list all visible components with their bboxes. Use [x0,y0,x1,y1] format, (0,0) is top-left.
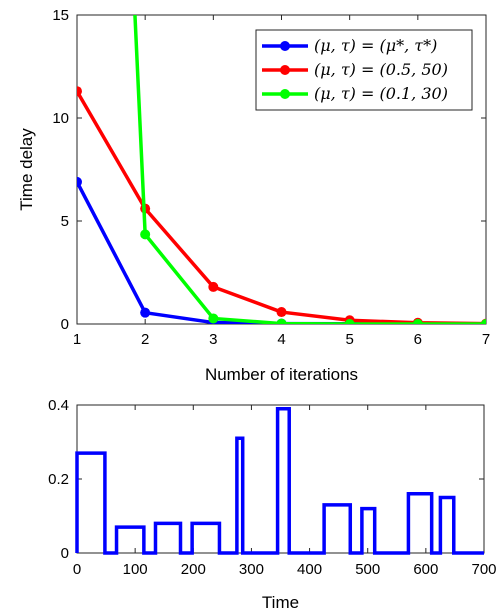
bottom-x-tick-label: 600 [413,561,438,578]
bottom-x-tick-label: 400 [297,561,322,578]
bottom-y-tick-label: 0 [61,545,69,562]
bottom-x-tick-label: 0 [73,561,81,578]
top-x-tick-label: 2 [141,331,149,348]
top-y-tick-label: 10 [52,110,69,127]
top-x-tick-label: 6 [414,331,422,348]
legend-entry-2: (μ, τ) = (0.5, 50) [314,60,448,79]
top-series-group [77,15,486,324]
bottom-plot-area [76,404,485,554]
bottom-x-tick-label: 100 [123,561,148,578]
top-chart: 1 2 3 4 5 6 7 0 5 10 15 Number of iterations Time de… [17,7,490,384]
top-y-tick-label: 15 [52,7,69,24]
legend-marker-3 [280,89,290,99]
legend: (μ, τ) = (μ*, τ*) (μ, τ) = (0.5, 50) (μ, τ… [255,29,473,111]
bottom-chart: 0 100 200 300 400 500 600 700 0 0.2 0.4 Time [48,397,496,612]
signal-line-1 [75,406,484,555]
bottom-y-tick-label: 0.2 [48,471,69,488]
bottom-series-group [75,406,484,555]
top-x-tick-label: 4 [277,331,285,348]
legend-entry-1: (μ, τ) = (μ*, τ*) [314,36,437,55]
series-3-point [140,229,151,240]
top-y-axis-label: Time delay [17,128,36,211]
bottom-x-tick-label: 200 [181,561,206,578]
series-3-point [481,319,486,324]
bottom-x-tick-label: 500 [355,561,380,578]
series-3-point [276,318,287,324]
top-x-tick-label: 3 [209,331,217,348]
bottom-x-tick-label: 300 [239,561,264,578]
legend-marker-2 [280,65,290,75]
series-2-point [77,86,82,97]
top-x-axis-label: Number of iterations [205,365,358,384]
top-x-tick-label: 7 [482,331,490,348]
series-2-point [208,281,219,292]
bottom-x-axis-label: Time [262,593,299,612]
legend-marker-1 [280,41,290,51]
series-3-point [412,319,423,324]
series-3-point [344,319,355,324]
bottom-x-tick-label: 700 [471,561,496,578]
top-x-tick-label: 1 [73,331,81,348]
legend-entry-3: (μ, τ) = (0.1, 30) [314,84,448,103]
series-3-point [208,313,219,324]
series-1-point [140,307,151,318]
top-y-tick-label: 5 [61,213,69,230]
series-1-point [77,176,82,187]
bottom-y-tick-label: 0.4 [48,397,69,414]
top-y-tick-label: 0 [61,316,69,333]
top-x-tick-label: 5 [345,331,353,348]
series-2-point [276,307,287,318]
